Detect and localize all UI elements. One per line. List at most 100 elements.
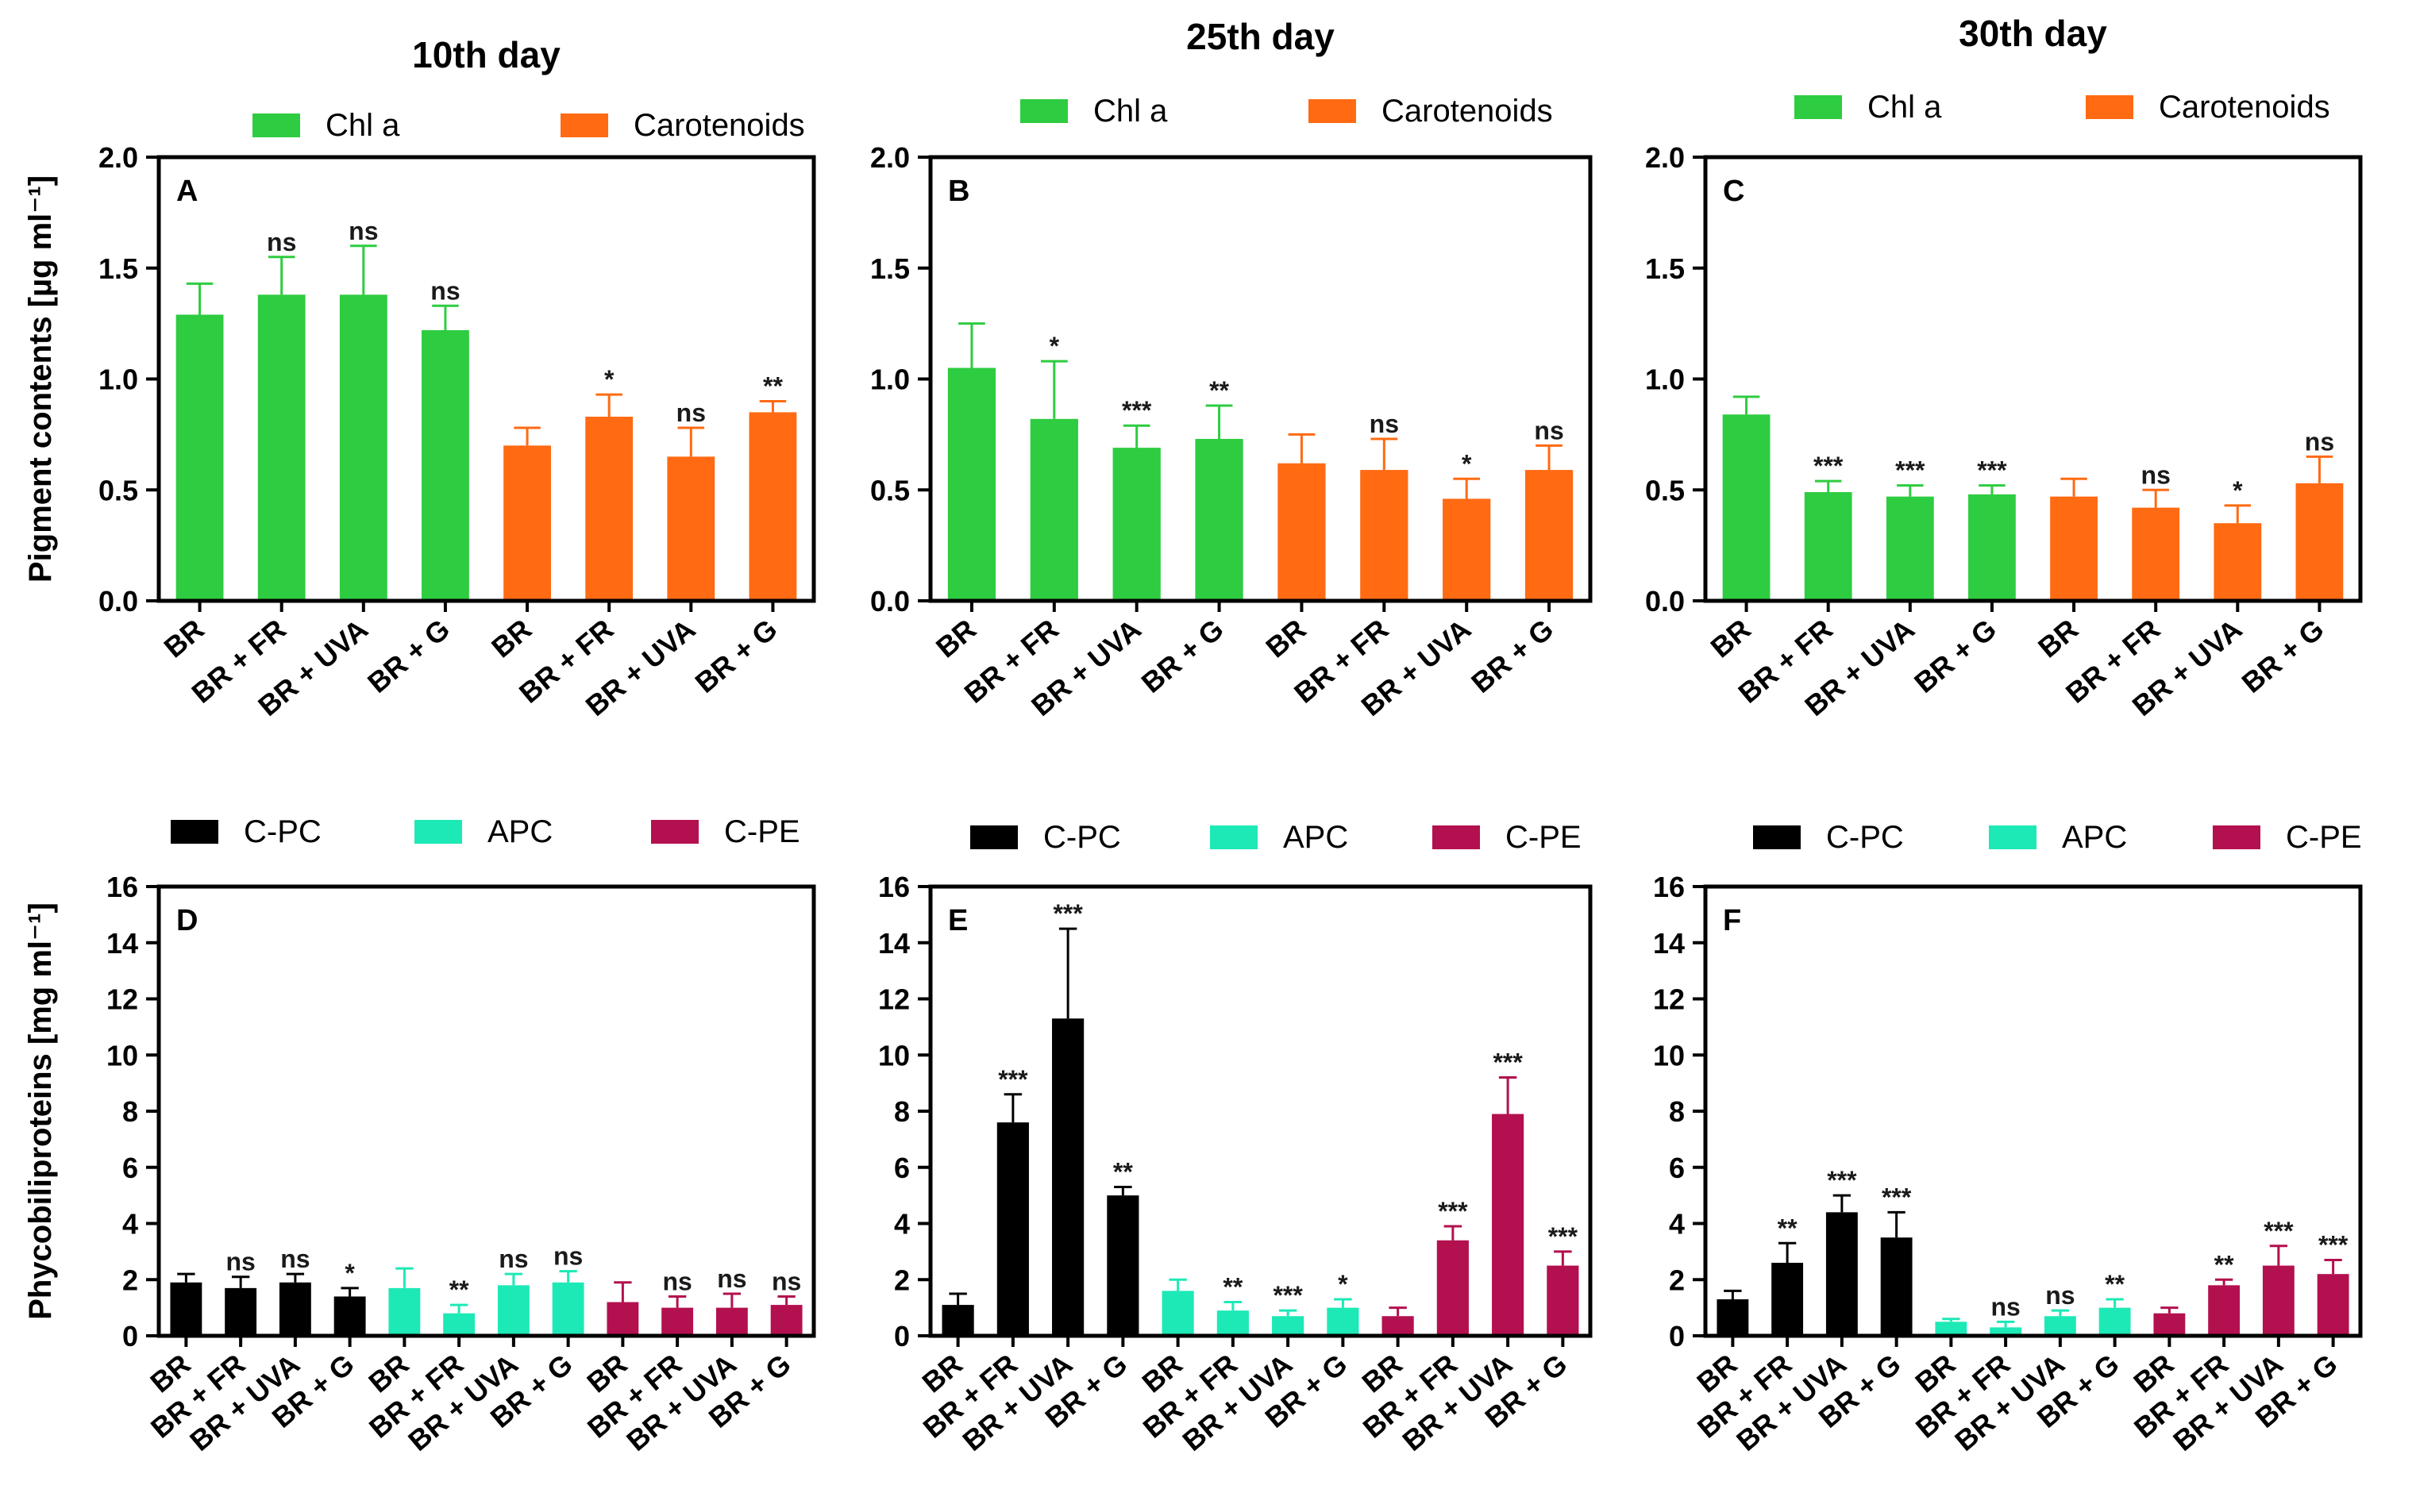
- significance-label: **: [2105, 1270, 2125, 1298]
- y-tick-label: 14: [1653, 927, 1685, 960]
- significance-label: ns: [662, 1267, 692, 1295]
- bar: [1030, 418, 1078, 601]
- significance-label: ***: [1493, 1048, 1523, 1077]
- bar: [552, 1282, 584, 1336]
- x-tick-label: BR + G: [1465, 613, 1559, 699]
- legend-label: Chl a: [326, 108, 400, 143]
- y-tick-label: 12: [878, 983, 910, 1016]
- y-tick-label: 1.5: [98, 252, 138, 285]
- x-tick-label: BR: [158, 613, 210, 664]
- y-tick-label: 2.0: [870, 141, 910, 174]
- significance-label: ***: [1882, 1183, 1912, 1211]
- y-tick-label: 2: [894, 1264, 910, 1296]
- bar: [667, 456, 715, 601]
- bar: [715, 1307, 748, 1336]
- y-tick-label: 1.5: [870, 252, 910, 285]
- bar: [2208, 1285, 2241, 1336]
- legend-label: C-PE: [1505, 820, 1582, 855]
- plot-frame: [156, 155, 816, 603]
- bar: [175, 314, 224, 601]
- legend-swatch: [1210, 825, 1258, 849]
- bar: [339, 294, 387, 601]
- bar: [2295, 483, 2344, 601]
- bar: [1990, 1327, 2022, 1336]
- bar: [1327, 1307, 1359, 1336]
- bar: [1524, 470, 1574, 601]
- bar: [1722, 414, 1771, 601]
- significance-label: ns: [225, 1248, 255, 1276]
- x-tick-label: BR: [930, 613, 982, 664]
- bar: [661, 1307, 694, 1336]
- bar: [257, 294, 306, 601]
- legend-label: C-PE: [2286, 820, 2362, 855]
- legend-label: C-PE: [724, 814, 800, 849]
- bar: [333, 1296, 366, 1336]
- bar: [503, 445, 551, 601]
- significance-label: ***: [2264, 1217, 2294, 1245]
- bar: [2132, 507, 2180, 601]
- panel-label: D: [176, 904, 198, 937]
- bar: [2044, 1316, 2076, 1336]
- bar: [996, 1122, 1029, 1336]
- significance-label: ns: [1534, 416, 1563, 444]
- bar: [749, 412, 797, 601]
- y-axis-label: Pigment contents [µg ml⁻¹]: [23, 175, 58, 583]
- bar: [1886, 496, 1934, 601]
- y-tick-label: 16: [1653, 871, 1685, 903]
- legend-swatch: [1432, 825, 1480, 849]
- y-tick-label: 4: [1669, 1208, 1685, 1241]
- bar: [1436, 1240, 1469, 1336]
- legend-swatch: [2086, 95, 2133, 119]
- bar: [225, 1287, 257, 1336]
- legend-label: Carotenoids: [1381, 94, 1553, 129]
- y-tick-label: 0.5: [98, 474, 138, 506]
- significance-label: ***: [1053, 899, 1083, 928]
- x-tick-label: BR: [2032, 613, 2084, 664]
- significance-label: *: [2233, 476, 2243, 505]
- significance-label: *: [1462, 449, 1472, 478]
- y-tick-label: 1.0: [98, 364, 138, 396]
- x-tick-label: BR: [1259, 613, 1312, 664]
- significance-label: ns: [430, 276, 460, 305]
- legend-swatch: [1794, 95, 1842, 119]
- bar: [1112, 448, 1161, 601]
- y-tick-label: 2.0: [98, 141, 138, 174]
- panel-title: 10th day: [412, 34, 561, 75]
- legend-label: APC: [487, 814, 553, 849]
- panel-label: F: [1723, 904, 1741, 937]
- x-tick-label: BR + G: [1908, 613, 2002, 699]
- legend-label: Chl a: [1867, 90, 1942, 125]
- y-tick-label: 6: [122, 1152, 138, 1184]
- y-tick-label: 12: [1653, 983, 1685, 1016]
- bar: [1880, 1237, 1913, 1336]
- panel-title: 30th day: [1959, 13, 2107, 54]
- legend-swatch: [970, 825, 1018, 849]
- legend-label: Carotenoids: [2159, 90, 2330, 125]
- bar: [1216, 1310, 1249, 1336]
- y-tick-label: 0.5: [1645, 474, 1685, 506]
- bar: [947, 367, 996, 601]
- significance-label: ns: [1370, 410, 1399, 438]
- bar: [1107, 1195, 1139, 1336]
- significance-label: ***: [1273, 1281, 1303, 1310]
- significance-label: **: [449, 1275, 469, 1304]
- panel-a: 10th day Chl a Carotenoids Pigment contents…: [23, 34, 816, 722]
- panel-label: B: [948, 175, 969, 208]
- y-tick-label: 10: [878, 1039, 910, 1071]
- significance-label: ***: [1438, 1197, 1468, 1225]
- panel-label: C: [1723, 175, 1744, 208]
- y-tick-label: 8: [1669, 1095, 1685, 1128]
- bar: [170, 1282, 202, 1336]
- y-tick-label: 0.0: [98, 585, 138, 617]
- y-tick-label: 12: [106, 983, 138, 1016]
- y-tick-label: 16: [106, 871, 138, 903]
- significance-label: ***: [1548, 1222, 1578, 1251]
- y-tick-label: 6: [894, 1152, 910, 1184]
- bar: [1717, 1299, 1749, 1336]
- bar: [1935, 1322, 1967, 1336]
- legend-label: APC: [1283, 820, 1348, 855]
- legend-swatch: [651, 820, 699, 844]
- significance-label: *: [1338, 1270, 1348, 1298]
- y-tick-label: 0: [894, 1320, 910, 1352]
